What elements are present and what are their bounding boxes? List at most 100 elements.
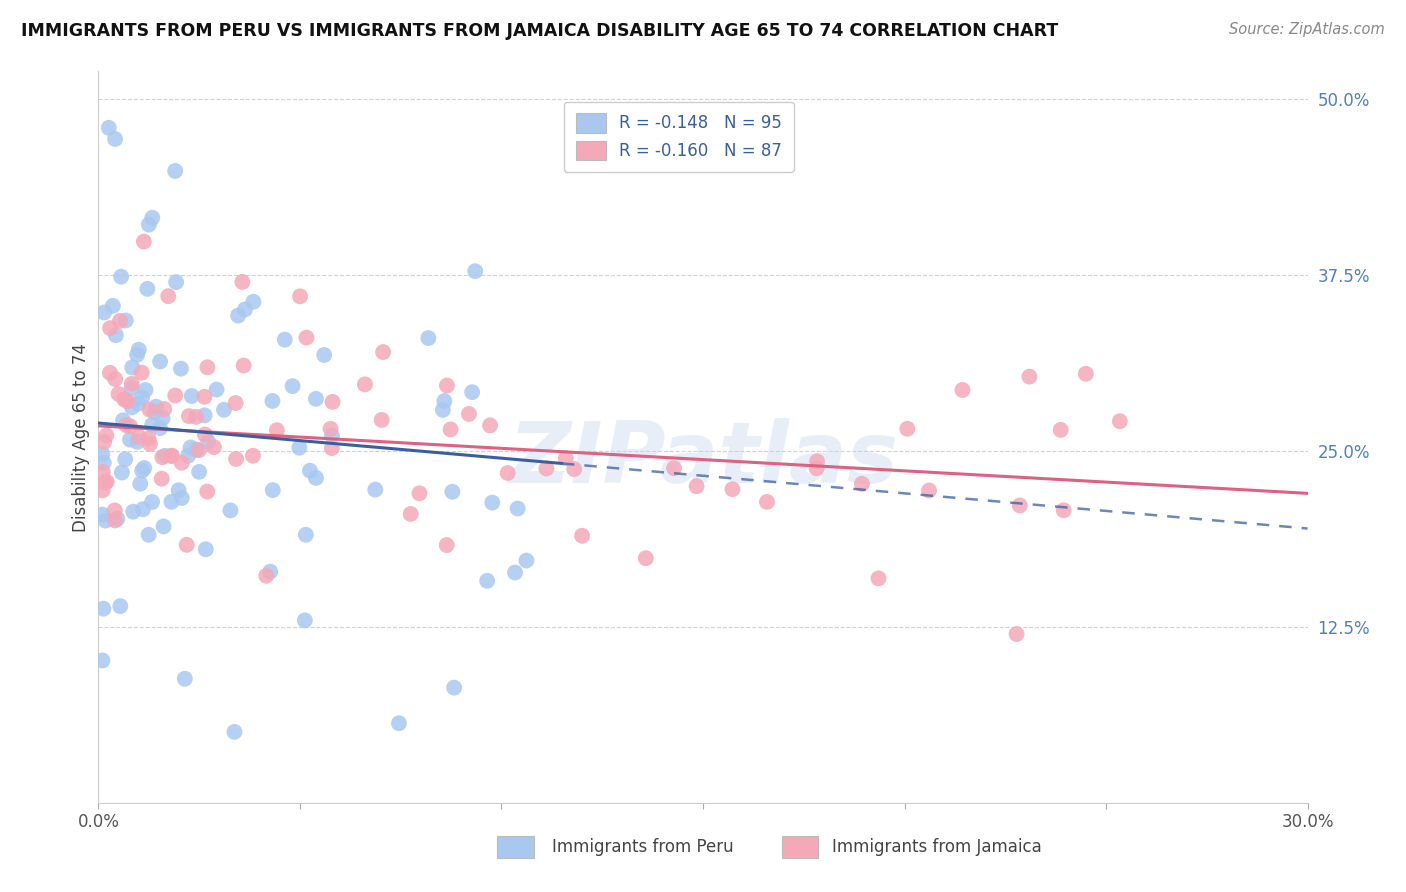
Text: IMMIGRANTS FROM PERU VS IMMIGRANTS FROM JAMAICA DISABILITY AGE 65 TO 74 CORRELAT: IMMIGRANTS FROM PERU VS IMMIGRANTS FROM … <box>21 22 1059 40</box>
FancyBboxPatch shape <box>782 836 818 858</box>
Point <box>165 388 187 402</box>
Point <box>160 495 183 509</box>
Point <box>131 391 153 405</box>
Point <box>129 476 152 491</box>
Point <box>554 451 576 466</box>
Point <box>170 361 193 376</box>
Point <box>436 538 458 552</box>
Point <box>93 305 115 319</box>
Point <box>433 394 456 409</box>
Point <box>112 392 135 407</box>
Point <box>418 331 440 345</box>
Point <box>259 565 281 579</box>
Point <box>562 462 585 476</box>
Point <box>101 299 124 313</box>
Point <box>150 472 173 486</box>
Text: Source: ZipAtlas.com: Source: ZipAtlas.com <box>1229 22 1385 37</box>
Point <box>114 313 136 327</box>
Point <box>98 321 121 335</box>
Point <box>117 394 139 409</box>
Point <box>481 495 503 509</box>
Point <box>721 482 744 496</box>
Point <box>851 476 873 491</box>
Point <box>226 309 249 323</box>
Point <box>1074 367 1097 381</box>
Point <box>232 359 254 373</box>
Point <box>194 409 217 423</box>
Point <box>132 235 155 249</box>
Point <box>262 483 284 497</box>
Point <box>134 383 156 397</box>
Point <box>121 360 143 375</box>
Point <box>104 513 127 527</box>
Point <box>224 725 246 739</box>
Point <box>134 461 156 475</box>
Point <box>153 402 176 417</box>
Point <box>121 381 143 395</box>
Point <box>388 716 411 731</box>
Point <box>918 483 941 498</box>
Point <box>441 484 464 499</box>
Point <box>364 483 387 497</box>
Point <box>115 418 138 433</box>
Point <box>110 599 132 614</box>
Point <box>138 528 160 542</box>
Point <box>139 436 162 450</box>
Point <box>288 441 311 455</box>
Point <box>188 465 211 479</box>
Legend: R = -0.148   N = 95, R = -0.160   N = 87: R = -0.148 N = 95, R = -0.160 N = 87 <box>564 102 793 172</box>
Point <box>212 402 235 417</box>
Point <box>141 417 163 432</box>
Point <box>461 385 484 400</box>
Point <box>1108 414 1130 428</box>
Point <box>896 422 918 436</box>
Point <box>262 393 284 408</box>
Point <box>408 486 430 500</box>
Point <box>177 409 200 423</box>
Point <box>458 407 481 421</box>
Point <box>153 449 176 463</box>
Point <box>165 275 187 289</box>
Point <box>127 434 149 449</box>
Point <box>506 501 529 516</box>
Point <box>96 475 118 489</box>
Point <box>193 390 215 404</box>
Point <box>157 289 180 303</box>
Point <box>321 428 343 442</box>
Point <box>152 519 174 533</box>
Point <box>143 405 166 419</box>
Point <box>160 449 183 463</box>
Point <box>167 483 190 498</box>
Point <box>91 508 114 522</box>
Point <box>436 378 458 392</box>
Point <box>194 427 217 442</box>
Point <box>254 568 277 582</box>
Point <box>93 456 115 470</box>
Point <box>294 613 316 627</box>
Point <box>432 403 454 417</box>
Point <box>205 383 228 397</box>
Point <box>194 542 217 557</box>
Point <box>225 396 247 410</box>
Point <box>1053 503 1076 517</box>
Point <box>122 505 145 519</box>
Point <box>91 483 114 498</box>
Point <box>242 449 264 463</box>
Point <box>197 360 219 375</box>
Point <box>662 461 685 475</box>
Point <box>150 450 173 465</box>
Point <box>128 343 150 357</box>
Point <box>112 413 135 427</box>
Point <box>806 454 828 468</box>
Point <box>1049 423 1071 437</box>
Point <box>755 495 778 509</box>
Point <box>96 428 118 442</box>
Point <box>186 442 208 457</box>
Point <box>91 447 114 461</box>
Point <box>354 377 377 392</box>
Point <box>180 389 202 403</box>
Point <box>145 400 167 414</box>
Point <box>195 484 218 499</box>
Point <box>138 431 160 445</box>
Point <box>170 456 193 470</box>
